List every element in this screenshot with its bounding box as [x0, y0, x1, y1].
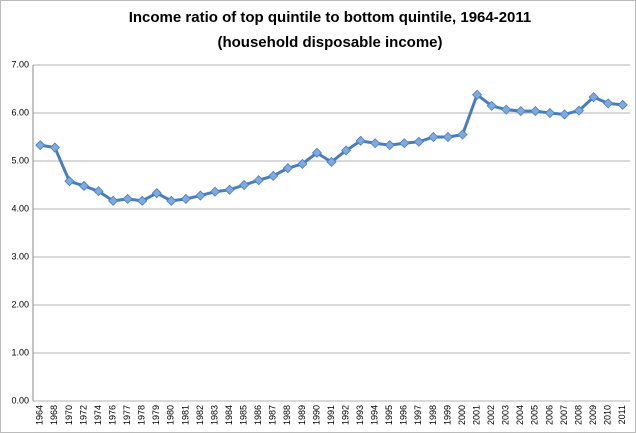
x-tick-label: 1996: [399, 405, 409, 425]
x-tick-label: 1995: [384, 405, 394, 425]
data-marker: [340, 145, 352, 156]
data-marker: [35, 140, 46, 151]
data-marker: [617, 99, 628, 110]
y-tick-label: 0.00: [11, 395, 29, 405]
data-marker: [457, 129, 468, 140]
x-tick-label: 2008: [573, 405, 583, 425]
x-tick-label: 2010: [603, 405, 613, 425]
x-tick-label: 1976: [107, 405, 117, 425]
data-marker: [137, 195, 148, 206]
x-tick-label: 1972: [78, 405, 88, 425]
x-tick-label: 2003: [501, 405, 511, 425]
x-tick-label: 2001: [471, 405, 481, 425]
x-tick-label: 1983: [209, 405, 219, 425]
x-tick-label: 2006: [544, 405, 554, 425]
y-tick-label: 2.00: [11, 299, 29, 309]
x-tick-label: 1964: [35, 405, 45, 425]
y-tick-label: 1.00: [11, 347, 29, 357]
data-marker: [544, 107, 555, 119]
data-marker: [93, 186, 104, 197]
data-marker: [49, 142, 60, 153]
data-marker: [588, 92, 599, 103]
data-marker: [501, 104, 512, 115]
data-marker: [573, 105, 585, 116]
x-tick-label: 2007: [559, 405, 569, 425]
x-tick-label: 1980: [166, 405, 176, 425]
x-tick-label: 1985: [239, 405, 249, 425]
y-tick-label: 5.00: [11, 155, 29, 165]
x-tick-label: 1978: [137, 405, 147, 425]
y-tick-label: 6.00: [11, 107, 29, 117]
data-marker: [64, 176, 75, 187]
x-tick-label: 1982: [195, 405, 205, 425]
chart-title: Income ratio of top quintile to bottom q…: [129, 9, 532, 26]
y-tick-label: 4.00: [11, 203, 29, 213]
data-marker: [326, 156, 337, 168]
data-marker: [122, 193, 133, 204]
x-tick-label: 1974: [93, 405, 103, 425]
x-tick-label: 2011: [617, 405, 627, 424]
x-tick-label: 1977: [122, 405, 132, 425]
data-marker: [428, 131, 439, 143]
data-marker: [486, 100, 497, 111]
chart-subtitle: (household disposable income): [217, 34, 442, 51]
x-tick-label: 1991: [326, 405, 336, 425]
x-tick-label: 1997: [413, 405, 423, 425]
data-marker: [442, 131, 454, 143]
x-tick-label: 2002: [486, 405, 496, 425]
data-marker: [268, 170, 279, 181]
data-marker: [472, 89, 483, 100]
x-tick-label: 1981: [180, 405, 190, 425]
x-tick-label: 2005: [530, 405, 540, 425]
data-marker: [180, 193, 191, 204]
data-marker: [224, 184, 235, 195]
data-marker: [399, 138, 410, 149]
x-tick-label: 1986: [253, 405, 263, 425]
data-marker: [297, 158, 308, 169]
x-tick-label: 2009: [588, 405, 598, 425]
x-tick-label: 1994: [370, 405, 380, 425]
data-marker: [413, 136, 424, 147]
x-tick-label: 1999: [442, 405, 452, 425]
x-tick-label: 2000: [457, 405, 467, 425]
data-marker: [311, 147, 323, 158]
data-marker: [559, 109, 570, 120]
data-marker: [78, 180, 90, 192]
x-tick-label: 2004: [515, 405, 525, 425]
data-marker: [530, 106, 541, 117]
data-marker: [282, 163, 293, 174]
data-marker: [166, 195, 177, 206]
data-marker: [151, 188, 162, 199]
data-marker: [355, 135, 366, 146]
data-marker: [239, 179, 250, 191]
data-marker: [603, 98, 614, 109]
data-marker: [370, 138, 381, 149]
data-marker: [108, 195, 119, 206]
data-marker: [515, 106, 526, 117]
x-tick-label: 1987: [268, 405, 278, 425]
y-tick-label: 7.00: [11, 59, 29, 69]
x-tick-label: 1998: [428, 405, 438, 425]
x-tick-label: 1993: [355, 405, 365, 425]
x-tick-label: 1979: [151, 405, 161, 425]
x-tick-label: 1992: [340, 405, 350, 425]
data-marker: [253, 175, 264, 186]
y-tick-label: 3.00: [11, 251, 29, 261]
x-tick-label: 1989: [297, 405, 307, 425]
data-marker: [384, 140, 395, 151]
data-marker: [195, 190, 206, 201]
x-tick-label: 1984: [224, 405, 234, 425]
x-tick-label: 1988: [282, 405, 292, 425]
x-tick-label: 1990: [311, 405, 321, 425]
data-marker: [209, 186, 221, 197]
x-tick-label: 1968: [49, 405, 59, 425]
x-tick-label: 1970: [64, 405, 74, 425]
